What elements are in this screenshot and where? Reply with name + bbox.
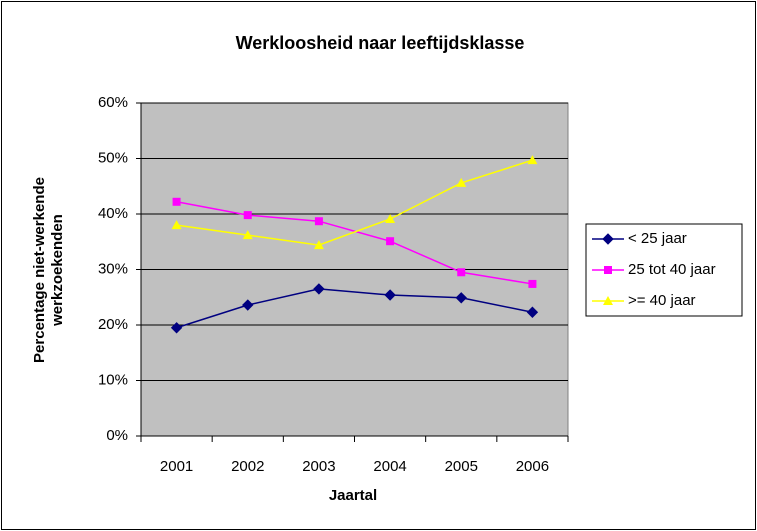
legend-label: 25 tot 40 jaar [628, 261, 716, 278]
y-axis-label-line: Percentage niet-werkende [31, 177, 48, 363]
y-tick-label: 30% [98, 260, 128, 277]
y-tick-label: 10% [98, 371, 128, 388]
x-tick-label: 2002 [231, 458, 264, 475]
marker [527, 155, 538, 165]
marker [603, 296, 613, 305]
marker [171, 220, 182, 230]
marker [604, 266, 612, 274]
x-tick-label: 2006 [516, 458, 549, 475]
marker [170, 322, 183, 334]
marker [385, 213, 396, 223]
legend-label: < 25 jaar [628, 230, 687, 247]
y-axis-label-line: werkzoekenden [49, 214, 66, 327]
y-tick-label: 0% [106, 427, 128, 444]
marker [243, 211, 252, 220]
x-tick-label: 2001 [160, 458, 193, 475]
legend-label: >= 40 jaar [628, 292, 696, 309]
marker [313, 283, 325, 295]
legend: < 25 jaar 25 tot 40 jaar >= 40 jaar [585, 223, 743, 317]
chart-title: Werkloosheid naar leeftijdsklasse [236, 33, 525, 53]
y-tick-label: 20% [98, 316, 128, 333]
marker [602, 233, 614, 245]
marker [242, 230, 253, 240]
marker [526, 306, 539, 318]
y-axis-label: Percentage niet-werkende werkzoekenden [31, 177, 66, 363]
marker [313, 240, 324, 250]
y-tick-label: 40% [98, 205, 128, 222]
marker [528, 279, 537, 288]
y-tick-label: 50% [98, 149, 128, 166]
marker [384, 289, 396, 301]
marker [172, 197, 181, 206]
marker [314, 217, 323, 226]
marker [457, 268, 466, 277]
marker [386, 237, 395, 246]
x-tick-label: 2005 [445, 458, 478, 475]
series-line [176, 159, 533, 246]
x-tick-label: 2004 [373, 458, 406, 475]
marker [456, 177, 467, 187]
x-tick-label: 2003 [302, 458, 335, 475]
series-line [176, 288, 533, 329]
x-axis-label: Jaartal [329, 487, 377, 504]
marker [242, 299, 254, 311]
y-tick-label: 60% [98, 94, 128, 111]
marker [455, 292, 467, 304]
series-line [176, 201, 533, 285]
